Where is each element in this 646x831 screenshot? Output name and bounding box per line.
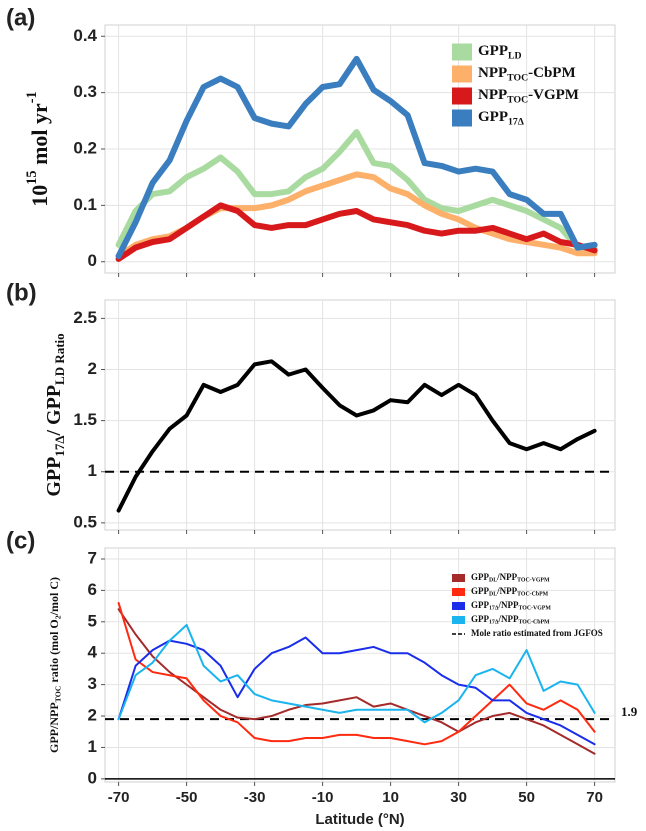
text-part: 10 — [27, 185, 52, 207]
panel-label: (a) — [6, 4, 35, 31]
text-part: DL — [489, 578, 497, 584]
y-tick-label: 0.1 — [73, 195, 97, 214]
text-part: TOC-VGPM — [519, 606, 552, 612]
y-tick-label: 0.4 — [73, 26, 97, 45]
text-part: TOC-VGPM — [517, 578, 550, 584]
text-part: -CbPM — [528, 65, 576, 81]
legend-label: GPPLD — [478, 43, 522, 61]
legend-swatch — [452, 616, 465, 624]
data-line — [115, 202, 598, 262]
text-part: LD Ratio — [52, 333, 67, 385]
x-tick-label: -70 — [108, 789, 130, 806]
x-tick-label: 70 — [586, 789, 603, 806]
text-part: GPP/NPP — [47, 702, 61, 753]
legend-swatch — [452, 588, 465, 596]
text-part: GPP — [478, 43, 508, 59]
text-part: TOC — [507, 95, 528, 106]
text-part: 2 — [53, 615, 62, 619]
data-line — [115, 129, 598, 251]
text-part: 17Δ — [489, 620, 499, 626]
text-part: -VGPM — [528, 87, 579, 103]
text-part: DL — [489, 592, 497, 598]
text-part: NPP — [478, 87, 507, 103]
y-tick-label: 0 — [88, 768, 97, 787]
legend-swatch — [452, 87, 472, 105]
text-part: -1 — [24, 91, 40, 103]
legend-swatch — [452, 574, 465, 582]
y-tick-label: 2 — [88, 359, 97, 378]
text-part: /NPP — [496, 572, 517, 582]
x-axis-label: Latitude (°N) — [315, 811, 404, 828]
legend-swatch — [452, 65, 472, 83]
panel-label: (c) — [6, 527, 35, 554]
text-part: TOC — [53, 685, 62, 702]
y-tick-label: 2 — [88, 706, 97, 725]
y-tick-label: 6 — [88, 580, 97, 599]
y-tick-label: 1 — [88, 461, 97, 480]
y-tick-label: 0.5 — [73, 512, 97, 531]
text-part: GPP — [478, 109, 508, 125]
y-tick-label: 2.5 — [73, 308, 97, 327]
y-axis-label: GPP17Δ/ GPPLD Ratio — [43, 333, 67, 496]
text-part: GPP — [471, 614, 489, 624]
y-axis-label: 1015 mol yr-1 — [24, 91, 52, 206]
panel-label: (b) — [6, 279, 37, 306]
legend-label: GPPDL/NPPTOC-VGPM — [471, 572, 550, 584]
data-line — [117, 636, 596, 746]
reference-value-label: 1.9 — [621, 704, 638, 719]
data-line — [117, 601, 596, 746]
legend-label: NPPTOC-VGPM — [478, 87, 579, 105]
text-part: 17Δ — [52, 436, 67, 457]
x-tick-label: -30 — [244, 789, 266, 806]
text-part: /NPP — [498, 614, 519, 624]
x-tick-label: -10 — [312, 789, 334, 806]
x-tick-label: 10 — [382, 789, 399, 806]
y-axis-label: GPP/NPPTOC ratio (mol O2/mol C) — [47, 577, 63, 753]
x-tick-label: 30 — [450, 789, 467, 806]
x-tick-label: 50 — [518, 789, 535, 806]
y-tick-label: 0 — [88, 251, 97, 270]
text-part: / GPP — [43, 385, 65, 437]
text-part: GPP — [471, 572, 489, 582]
text-part: 15 — [24, 170, 40, 184]
plot-area — [104, 547, 616, 783]
text-part: TOC-CbPM — [519, 620, 551, 626]
text-part: /NPP — [496, 586, 517, 596]
legend-swatch — [452, 109, 472, 127]
text-part: GPP — [43, 457, 65, 497]
text-part: LD — [508, 51, 522, 62]
y-tick-label: 4 — [88, 643, 98, 662]
text-part: GPP — [471, 600, 489, 610]
legend-swatch — [452, 43, 472, 61]
y-tick-label: 1 — [88, 737, 97, 756]
y-tick-label: 0.3 — [73, 82, 97, 101]
text-part: NPP — [478, 65, 507, 81]
data-line — [117, 623, 596, 724]
data-line — [116, 359, 597, 513]
legend-label: GPP17Δ/NPPTOC-VGPM — [471, 600, 551, 612]
data-line — [115, 55, 598, 260]
text-part: /NPP — [498, 600, 519, 610]
y-tick-label: 0.2 — [73, 138, 97, 157]
text-part: 17Δ — [489, 606, 499, 612]
y-tick-label: 7 — [88, 548, 97, 567]
y-tick-label: 5 — [88, 611, 97, 630]
legend-label: GPP17Δ — [478, 109, 524, 127]
y-tick-label: 1.5 — [73, 410, 97, 429]
text-part: ratio (mol O — [47, 619, 61, 685]
text-part: mol yr — [27, 103, 52, 170]
legend-swatch — [452, 602, 465, 610]
text-part: TOC-CbPM — [517, 592, 549, 598]
x-tick-label: -50 — [176, 789, 198, 806]
legend-label: NPPTOC-CbPM — [478, 65, 576, 83]
legend-label: GPP17Δ/NPPTOC-CbPM — [471, 614, 550, 626]
text-part: /mol C) — [47, 577, 61, 616]
text-part: 17Δ — [508, 117, 524, 128]
legend-label: Mole ratio estimated from JGFOS — [471, 628, 603, 638]
text-part: TOC — [507, 73, 528, 84]
legend-label: GPPDL/NPPTOC-CbPM — [471, 586, 549, 598]
text-part: GPP — [471, 586, 489, 596]
y-tick-label: 3 — [88, 674, 97, 693]
